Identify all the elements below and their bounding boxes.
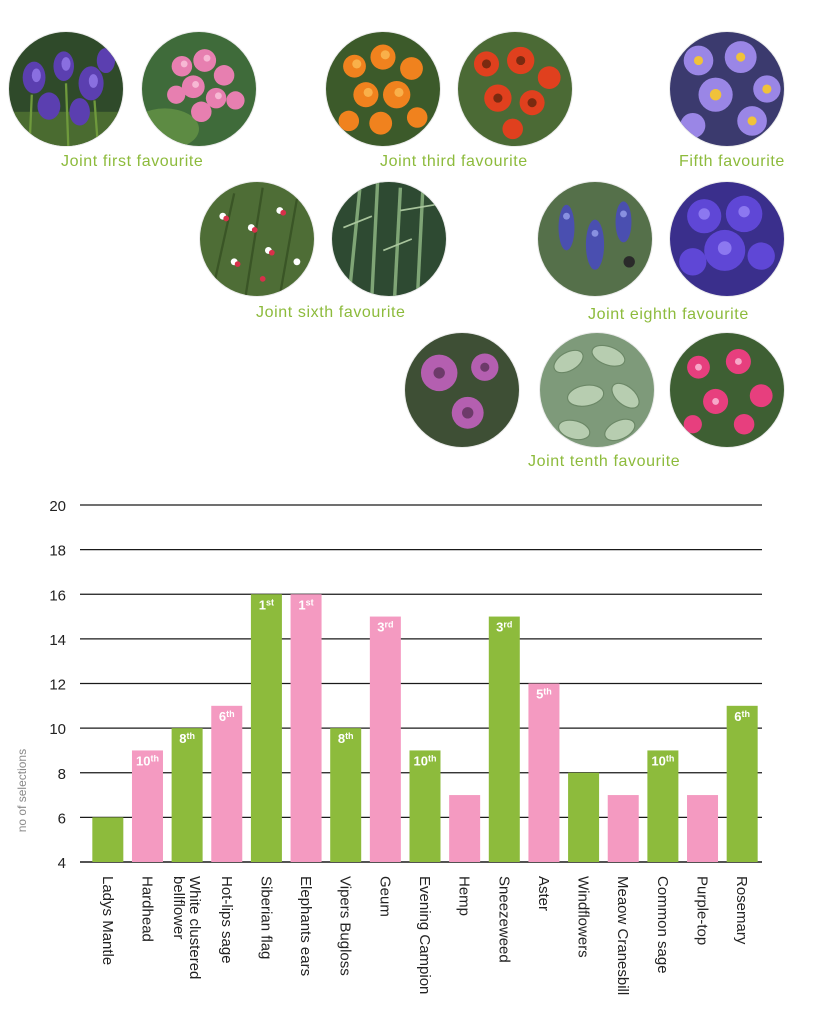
y-tick-label-16: 16 (49, 587, 66, 604)
x-tick-label: Purple-top (694, 876, 711, 945)
hot-lips-sage-photo (200, 182, 314, 296)
rank-label: 1st (259, 597, 274, 612)
bar-purple-top (687, 795, 719, 862)
bar-meaow-cranesbill (607, 795, 639, 862)
bar-rosemary (726, 705, 758, 862)
siberian-flag-photo (9, 32, 123, 146)
bar-hardhead (131, 750, 163, 862)
bar-evening-campion (409, 750, 441, 862)
bar-white-clustered-bellflower (171, 728, 203, 862)
bar-windflowers (568, 772, 600, 862)
bar-ladys-mantle (92, 817, 124, 862)
geum-photo (458, 32, 572, 146)
x-tick-label: Rosemary (733, 876, 750, 945)
rank-label: 1st (298, 597, 313, 612)
rank-label: 10th (136, 753, 159, 768)
elephants-ears-photo (142, 32, 256, 146)
y-axis-label: no of selections (15, 749, 29, 832)
x-tick-label: Meaow Cranesbill (614, 876, 631, 995)
common-sage-photo (540, 333, 654, 447)
favourite-label-tenth: Joint tenth favourite (528, 453, 681, 470)
x-tick-label: Siberian flag (257, 876, 274, 959)
rank-label: 5th (536, 687, 552, 702)
rank-label: 6th (734, 709, 750, 724)
y-tick-label-14: 14 (49, 632, 66, 649)
y-tick-label-18: 18 (49, 543, 66, 560)
rank-label: 8th (179, 731, 195, 746)
x-tick-label: Sneezeweed (495, 876, 512, 963)
hardhead-photo (405, 333, 519, 447)
rank-label: 3rd (377, 620, 393, 635)
aster-photo (670, 32, 784, 146)
x-tick-label: Elephants ears (297, 876, 314, 976)
bar-hemp (449, 795, 481, 862)
favourite-label-sixth: Joint sixth favourite (256, 304, 406, 321)
x-tick-label: Evening Campion (416, 876, 433, 994)
x-tick-label: Windflowers (575, 876, 592, 958)
y-tick-label-12: 12 (49, 677, 66, 694)
favourite-label-fifth: Fifth favourite (679, 153, 785, 170)
rank-label: 8th (338, 731, 354, 746)
favourite-label-eighth: Joint eighth favourite (588, 306, 749, 323)
y-tick-label-10: 10 (49, 721, 66, 738)
x-tick-label: Hot-lips sage (218, 876, 235, 964)
rosemary-photo (332, 182, 446, 296)
bar-vipers-bugloss (330, 728, 362, 862)
x-tick-label: Hemp (456, 876, 473, 916)
y-tick-label-8: 8 (58, 766, 66, 783)
x-tick-label: Ladys Mantle (99, 876, 116, 965)
bar-sneezeweed (488, 616, 520, 862)
bar-elephants-ears (290, 594, 322, 862)
x-tick-label: Aster (535, 876, 552, 911)
evening-campion-photo (670, 333, 784, 447)
rank-label: 6th (219, 709, 235, 724)
rank-label: 3rd (496, 620, 512, 635)
bar-common-sage (647, 750, 679, 862)
favourite-label-first: Joint first favourite (61, 153, 204, 170)
selections-bar-chart: 4 6 8 10 12 14 16 18 20 no of selections Ladys Man… (15, 498, 762, 995)
rank-label: 10th (414, 753, 437, 768)
x-tick-label: White clustered (186, 876, 203, 979)
y-tick-label-20: 20 (49, 498, 66, 515)
x-tick-label: Geum (376, 876, 393, 917)
x-tick-label: Vipers Bugloss (337, 876, 354, 976)
bar-hot-lips-sage (211, 705, 243, 862)
x-tick-label: Common sage (654, 876, 671, 974)
bar-aster (528, 683, 560, 862)
bar-geum (369, 616, 401, 862)
vipers-bugloss-photo (538, 182, 652, 296)
bar-siberian-flag (250, 594, 282, 862)
sneezeweed-photo (326, 32, 440, 146)
y-tick-label-6: 6 (58, 810, 66, 827)
white-clustered-bellflower-photo (670, 182, 784, 296)
y-tick-label-4: 4 (58, 855, 66, 872)
x-tick-label: Hardhead (138, 876, 155, 942)
x-tick-label: bellflower (170, 876, 187, 939)
rank-label: 10th (651, 753, 674, 768)
favourite-label-third: Joint third favourite (380, 153, 528, 170)
